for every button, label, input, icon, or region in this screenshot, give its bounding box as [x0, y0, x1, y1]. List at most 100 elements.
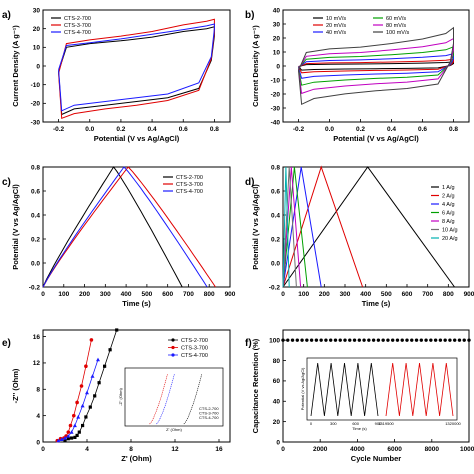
- x-tick-label: 200: [79, 291, 90, 298]
- y-tick-label: 0: [276, 439, 280, 446]
- retention-point: [467, 338, 471, 342]
- x-tick-label: 4000: [350, 446, 365, 453]
- inset-cycle-curve: [385, 362, 454, 417]
- legend-label: CTS-2-700: [176, 175, 203, 181]
- inset-x-tick-label: 300: [330, 421, 337, 426]
- retention-point: [343, 338, 347, 342]
- retention-point: [300, 338, 304, 342]
- nyquist-point: [75, 433, 79, 438]
- gcd-curve-20 A/g: [282, 166, 290, 288]
- y-axis-label: Current Density (A g⁻¹): [11, 25, 20, 107]
- y-tick-label: 100: [269, 337, 280, 344]
- nyquist-point: [63, 436, 67, 440]
- y-tick-label: 0.0: [31, 260, 40, 267]
- gcd-curve-10 A/g: [282, 166, 297, 288]
- y-tick-label: 80: [273, 358, 281, 365]
- x-tick-label: 0.6: [179, 126, 188, 133]
- nyquist-point: [56, 438, 61, 443]
- nyquist-line-CTS-2-700: [64, 329, 118, 442]
- inset-curve: [149, 373, 168, 425]
- y-tick-label: 60: [273, 378, 281, 385]
- legend-marker: [171, 345, 175, 350]
- cv-loop-40 mV/s: [298, 53, 454, 79]
- legend-label: CTS-2-700: [181, 338, 208, 344]
- inset-curve: [183, 373, 203, 425]
- y-tick-label: 0.6: [271, 188, 280, 195]
- nyquist-point: [73, 435, 77, 439]
- retention-point: [400, 338, 404, 342]
- x-tick-label: 0: [41, 446, 45, 453]
- gcd-curve-CTS-4-700: [42, 166, 208, 288]
- plot-frame: [42, 166, 231, 288]
- retention-point: [281, 338, 285, 342]
- retention-point: [367, 338, 371, 342]
- y-tick-label: 20: [273, 419, 281, 426]
- retention-point: [338, 338, 342, 342]
- nyquist-point: [89, 338, 94, 342]
- y-tick-label: -30: [31, 119, 41, 126]
- cv-loop-10 mV/s: [298, 61, 454, 71]
- x-tick-label: 500: [381, 291, 392, 298]
- nyquist-point: [75, 400, 79, 405]
- legend-label: 2 A/g: [442, 194, 455, 200]
- x-tick-label: 12: [171, 446, 179, 453]
- nyquist-point: [88, 405, 92, 409]
- inset-x-tick-label: 1319500: [378, 421, 394, 426]
- legend-label: 20 mV/s: [326, 23, 346, 29]
- cv-loop-20 mV/s: [298, 58, 454, 74]
- retention-point: [462, 338, 466, 342]
- nyquist-point: [85, 390, 89, 395]
- nyquist-point: [90, 374, 95, 378]
- x-tick-label: 0.4: [387, 126, 396, 133]
- x-tick-label: 0.4: [148, 126, 157, 133]
- x-tick-label: 0: [41, 291, 45, 298]
- legend-marker: [171, 353, 175, 357]
- retention-point: [305, 338, 309, 342]
- retention-point: [362, 338, 366, 342]
- gcd-curve-1 A/g: [282, 166, 455, 288]
- x-tick-label: 0: [281, 446, 285, 453]
- retention-point: [390, 338, 395, 342]
- x-tick-label: 500: [141, 291, 152, 298]
- panel-label: b): [245, 10, 254, 21]
- nyquist-point: [72, 413, 76, 418]
- retention-point: [410, 338, 414, 342]
- y-tick-label: 10: [273, 49, 281, 56]
- inset-y-label: Potential (V vs Ag/AgCl): [300, 367, 305, 410]
- inset-legend-label: CTS-3-700: [199, 411, 219, 416]
- x-tick-label: 0.2: [356, 126, 365, 133]
- y-tick-label: -10: [271, 77, 281, 84]
- y-tick-label: 8: [36, 387, 40, 394]
- x-tick-label: 0.8: [449, 126, 458, 133]
- legend-label: CTS-3-700: [181, 346, 208, 352]
- legend-label: 8 A/g: [442, 219, 455, 225]
- y-axis-label: Potential (V vs Ag/AgCl): [251, 184, 260, 270]
- y-tick-label: -20: [271, 91, 281, 98]
- y-tick-label: 0: [36, 439, 40, 446]
- plot-frame: [282, 329, 470, 443]
- x-tick-label: 0.2: [116, 126, 125, 133]
- y-tick-label: 0.6: [31, 188, 40, 195]
- nyquist-point: [103, 364, 107, 368]
- panel-label: f): [245, 338, 252, 349]
- gcd-curve-2 A/g: [282, 165, 364, 288]
- x-tick-label: 700: [183, 291, 194, 298]
- x-tick-label: 600: [402, 291, 413, 298]
- y-tick-label: 10: [33, 45, 41, 52]
- inset-cycle-curve: [310, 362, 379, 417]
- x-tick-label: 700: [422, 291, 433, 298]
- inset-x-tick-label: 0: [310, 421, 313, 426]
- retention-point: [286, 338, 290, 342]
- inset-frame: [306, 357, 458, 421]
- y-tick-label: 20: [33, 26, 41, 33]
- nyquist-point: [72, 423, 77, 428]
- cv-loop-CTS-4-700: [58, 23, 215, 112]
- y-tick-label: -20: [31, 101, 41, 108]
- panel-f: 0200040006000800010000020406080100Cycle …: [245, 329, 474, 463]
- x-tick-label: 0: [281, 291, 285, 298]
- y-tick-label: 40: [273, 7, 281, 14]
- legend-label: CTS-4-700: [181, 353, 208, 359]
- x-axis-label: Time (s): [122, 299, 151, 308]
- x-tick-label: 200: [319, 291, 330, 298]
- x-tick-label: 100: [58, 291, 69, 298]
